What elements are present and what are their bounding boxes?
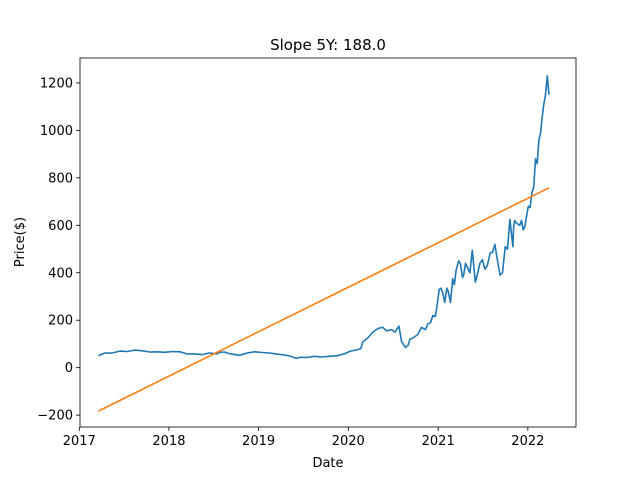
y-tick-label: −200 bbox=[37, 409, 73, 424]
y-tick-label: 400 bbox=[48, 266, 73, 281]
x-axis: 2017 2018 2019 2020 2021 2022 bbox=[63, 427, 544, 449]
price-line bbox=[98, 75, 550, 360]
y-tick-label: 1200 bbox=[40, 76, 73, 91]
x-tick-label: 2017 bbox=[63, 434, 96, 449]
x-tick-label: 2020 bbox=[332, 434, 365, 449]
y-tick-label: 800 bbox=[48, 171, 73, 186]
x-axis-label: Date bbox=[312, 456, 343, 471]
y-tick-label: 200 bbox=[48, 314, 73, 329]
y-tick-label: 0 bbox=[65, 361, 73, 376]
x-tick-label: 2021 bbox=[422, 434, 455, 449]
y-tick-label: 1000 bbox=[40, 124, 73, 139]
y-axis: −200 0 200 400 600 800 1000 1200 bbox=[37, 76, 80, 424]
y-axis-label: Price($) bbox=[13, 217, 28, 267]
plot-frame bbox=[79, 57, 577, 428]
y-tick-label: 600 bbox=[48, 219, 73, 234]
x-tick-label: 2018 bbox=[152, 434, 185, 449]
chart-title: Slope 5Y: 188.0 bbox=[270, 36, 386, 54]
series-layer bbox=[98, 75, 550, 412]
x-tick-label: 2022 bbox=[511, 434, 544, 449]
trend-line bbox=[98, 187, 550, 412]
x-tick-label: 2019 bbox=[242, 434, 275, 449]
